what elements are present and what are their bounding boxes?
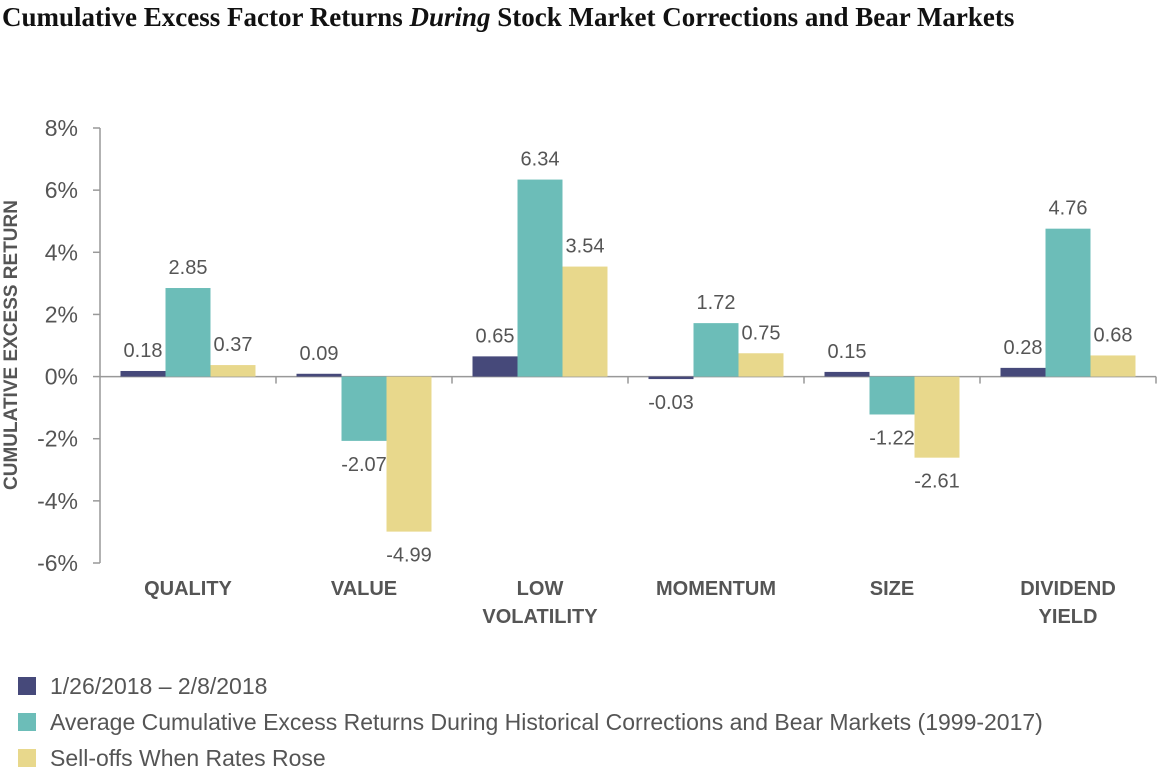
data-label: 0.37 xyxy=(214,334,253,356)
chart-title: Cumulative Excess Factor Returns During … xyxy=(2,0,1102,34)
data-label: 0.18 xyxy=(124,340,163,362)
data-label: 0.75 xyxy=(742,322,781,344)
data-label: -0.03 xyxy=(648,392,694,414)
legend-item-series-3: Sell-offs When Rates Rose xyxy=(18,740,1043,776)
bar-3 xyxy=(210,365,256,377)
y-tick-label: -4% xyxy=(37,488,78,514)
x-category-label: SIZE xyxy=(870,578,914,600)
bar-1 xyxy=(648,376,694,380)
data-label: 0.15 xyxy=(828,341,867,363)
bar-1 xyxy=(120,370,166,377)
bar-2 xyxy=(341,376,387,441)
legend-swatch-series-3 xyxy=(18,749,36,767)
legend-swatch-series-1 xyxy=(18,677,36,695)
legend-label-series-3: Sell-offs When Rates Rose xyxy=(50,744,326,771)
bar-2 xyxy=(1045,228,1091,377)
x-category-label: VALUE xyxy=(331,578,397,600)
y-tick-label: 4% xyxy=(45,239,78,265)
bar-chart: 8% 6% 4% 2% 0% -2% -4% -6% CUMULATIVE EXCESS RET… xyxy=(1,115,1157,628)
bar-2 xyxy=(165,288,211,377)
bar-3 xyxy=(738,353,784,377)
x-category-label: LOW xyxy=(517,578,564,600)
chart-legend: 1/26/2018 – 2/8/2018 Average Cumulative … xyxy=(18,668,1043,776)
legend-label-series-2: Average Cumulative Excess Returns During… xyxy=(50,708,1043,735)
bar-1 xyxy=(296,373,342,377)
data-label: 1.72 xyxy=(697,292,736,314)
data-label: 3.54 xyxy=(566,236,605,258)
legend-item-series-1: 1/26/2018 – 2/8/2018 xyxy=(18,668,1043,704)
bar-1 xyxy=(1000,367,1046,377)
y-axis-title: CUMULATIVE EXCESS RETURN xyxy=(1,200,22,490)
data-label: 0.68 xyxy=(1094,324,1133,346)
data-label: -4.99 xyxy=(386,545,432,567)
data-label: 4.76 xyxy=(1049,198,1088,220)
data-label: 2.85 xyxy=(169,257,208,279)
legend-item-series-2: Average Cumulative Excess Returns During… xyxy=(18,704,1043,740)
y-tick-label: 6% xyxy=(45,177,78,203)
x-category-label: DIVIDEND xyxy=(1020,578,1116,600)
bar-1 xyxy=(472,356,518,377)
chart-title-emphasis: During xyxy=(409,2,491,32)
data-label: -2.61 xyxy=(914,471,960,493)
x-category-label: QUALITY xyxy=(144,578,232,600)
bar-3 xyxy=(562,266,608,377)
data-label: -2.07 xyxy=(341,454,387,476)
y-tick-label: 0% xyxy=(45,364,78,390)
y-tick-label: -2% xyxy=(37,426,78,452)
bar-1 xyxy=(824,371,870,377)
data-label: 0.28 xyxy=(1004,337,1043,359)
y-tick-label: -6% xyxy=(37,550,78,576)
y-tick-label: 8% xyxy=(45,115,78,141)
legend-swatch-series-2 xyxy=(18,713,36,731)
bar-3 xyxy=(1090,355,1136,377)
bar-2 xyxy=(869,376,915,415)
bar-2 xyxy=(693,323,739,377)
x-category-label: VOLATILITY xyxy=(482,606,598,628)
bar-3 xyxy=(386,376,432,532)
chart-title-part-1: Cumulative Excess Factor Returns xyxy=(2,2,410,32)
bar-3 xyxy=(914,376,960,458)
x-category-label: YIELD xyxy=(1039,606,1098,628)
y-tick-label: 2% xyxy=(45,301,78,327)
data-label: 0.65 xyxy=(476,325,515,347)
data-label: -1.22 xyxy=(869,427,915,449)
x-category-label: MOMENTUM xyxy=(656,578,776,600)
chart-title-part-2: Stock Market Corrections and Bear Market… xyxy=(490,2,1015,32)
data-label: 0.09 xyxy=(300,343,339,365)
data-label: 6.34 xyxy=(521,149,560,171)
legend-label-series-1: 1/26/2018 – 2/8/2018 xyxy=(50,672,268,699)
bar-2 xyxy=(517,179,563,377)
